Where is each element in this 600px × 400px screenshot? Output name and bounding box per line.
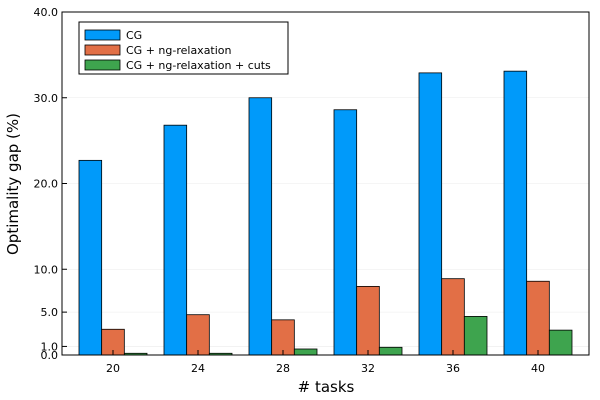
- x-axis-ticks: 20 24 28 32 36 40: [106, 350, 545, 375]
- y-tick-label: 20.0: [34, 178, 59, 191]
- x-tick-label: 40: [531, 362, 545, 375]
- bar-cg-40: [503, 70, 528, 356]
- x-tick-label: 36: [446, 362, 460, 375]
- legend-swatch: [84, 29, 121, 41]
- bar-cg-ng-relaxation-24: [186, 314, 210, 356]
- legend-label: CG + ng-relaxation + cuts: [126, 59, 271, 72]
- bars: [78, 70, 573, 356]
- legend-label: CG: [126, 29, 142, 42]
- legend: CG CG + ng-relaxation CG + ng-relaxation +…: [78, 21, 289, 75]
- y-axis-title: Optimality gap (%): [4, 113, 22, 255]
- bar-cg-24: [163, 124, 188, 356]
- legend-items: CG CG + ng-relaxation CG + ng-relaxation +…: [84, 29, 271, 72]
- x-axis-title: # tasks: [298, 378, 355, 396]
- y-tick-label: 5.0: [41, 306, 59, 319]
- bar-cg-32: [333, 109, 358, 356]
- x-tick-label: 24: [191, 362, 205, 375]
- x-tick-label: 28: [276, 362, 290, 375]
- y-tick-label: 40.0: [34, 6, 59, 19]
- y-axis-ticks: 0.01.0 5.0 10.0 20.0 30.0 40.0: [34, 6, 67, 362]
- legend-swatch: [84, 44, 121, 56]
- bar-cg-ng-relaxation-36: [441, 278, 465, 356]
- bar-cg-ng-relaxation-40: [526, 280, 550, 356]
- x-tick-label: 32: [361, 362, 375, 375]
- legend-swatch: [84, 59, 121, 71]
- bar-cg-ng-relaxation-28: [271, 319, 295, 356]
- bar-cg-36: [418, 72, 443, 356]
- bar-cg-ng-relaxation-cuts-40: [548, 329, 573, 356]
- bar-cg-20: [78, 159, 103, 356]
- y-tick-label: 1.0: [41, 340, 59, 353]
- y-tick-label: 10.0: [34, 263, 59, 276]
- bar-cg-ng-relaxation-cuts-28: [293, 348, 318, 356]
- x-tick-label: 20: [106, 362, 120, 375]
- bar-cg-ng-relaxation-cuts-32: [378, 346, 403, 356]
- bar-cg-28: [248, 97, 273, 356]
- bar-cg-ng-relaxation-32: [356, 285, 380, 356]
- y-tick-label: 30.0: [34, 92, 59, 105]
- y-tick-label: 0.0: [41, 349, 59, 362]
- legend-label: CG + ng-relaxation: [126, 44, 232, 57]
- bar-cg-ng-relaxation-cuts-36: [463, 316, 488, 356]
